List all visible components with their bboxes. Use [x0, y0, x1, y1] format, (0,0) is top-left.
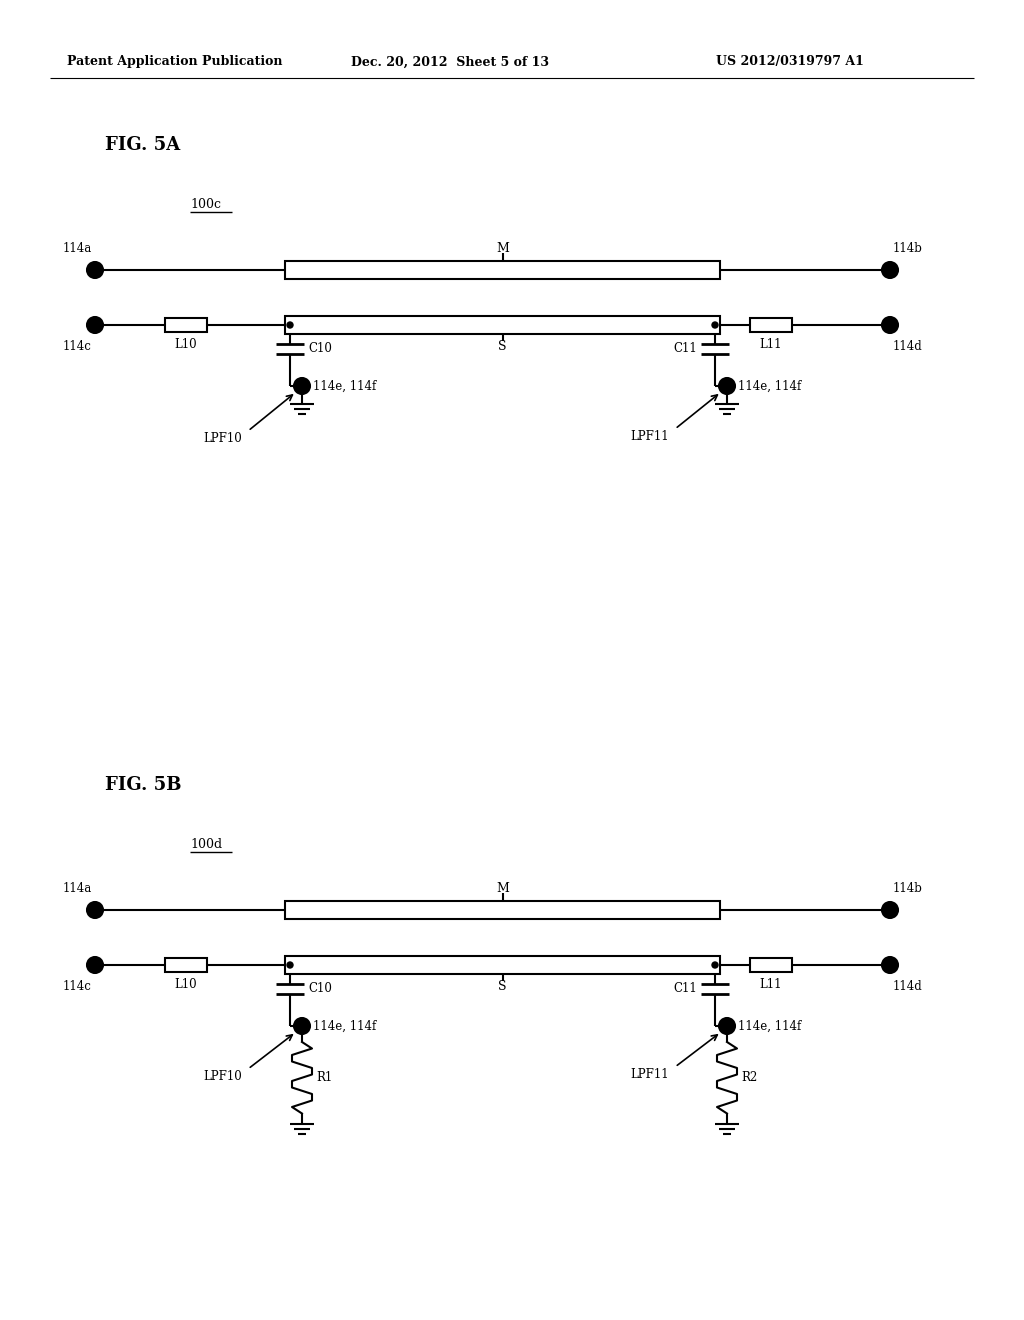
Text: 100c: 100c	[190, 198, 221, 211]
Text: C10: C10	[308, 342, 332, 355]
Bar	[285, 261, 720, 279]
Text: S: S	[499, 979, 507, 993]
Circle shape	[719, 378, 735, 393]
Text: S: S	[499, 339, 507, 352]
Text: LPF11: LPF11	[631, 1068, 669, 1081]
Text: R1: R1	[316, 1072, 332, 1084]
Text: R2: R2	[741, 1072, 758, 1084]
Text: 114b: 114b	[893, 882, 923, 895]
Text: 114e, 114f: 114e, 114f	[738, 1019, 801, 1032]
Circle shape	[882, 902, 898, 917]
Text: 114c: 114c	[63, 981, 92, 994]
Bar	[165, 318, 207, 333]
Text: LPF11: LPF11	[631, 429, 669, 442]
Circle shape	[287, 322, 293, 327]
Text: M: M	[496, 882, 509, 895]
Text: M: M	[496, 242, 509, 255]
Text: FIG. 5A: FIG. 5A	[105, 136, 180, 154]
Circle shape	[287, 962, 293, 968]
Bar	[285, 315, 720, 334]
Circle shape	[294, 378, 310, 393]
Text: Patent Application Publication: Patent Application Publication	[68, 55, 283, 69]
Circle shape	[87, 957, 103, 973]
Circle shape	[87, 261, 103, 279]
Circle shape	[712, 322, 718, 327]
Circle shape	[882, 957, 898, 973]
Bar	[750, 958, 792, 972]
Circle shape	[712, 962, 718, 968]
Text: 114a: 114a	[62, 882, 92, 895]
Text: 114a: 114a	[62, 242, 92, 255]
Circle shape	[87, 902, 103, 917]
Circle shape	[882, 317, 898, 333]
Text: 114d: 114d	[893, 341, 923, 354]
Text: L11: L11	[760, 338, 782, 351]
Text: C11: C11	[673, 982, 697, 995]
Text: LPF10: LPF10	[203, 1069, 242, 1082]
Text: FIG. 5B: FIG. 5B	[105, 776, 181, 795]
Bar	[285, 902, 720, 919]
Text: 100d: 100d	[190, 838, 222, 851]
Text: L10: L10	[175, 338, 198, 351]
Circle shape	[719, 1018, 735, 1034]
Text: 114e, 114f: 114e, 114f	[738, 380, 801, 392]
Bar	[750, 318, 792, 333]
Text: L11: L11	[760, 978, 782, 991]
Text: 114e, 114f: 114e, 114f	[313, 1019, 376, 1032]
Text: Dec. 20, 2012  Sheet 5 of 13: Dec. 20, 2012 Sheet 5 of 13	[351, 55, 549, 69]
Text: 114e, 114f: 114e, 114f	[313, 380, 376, 392]
Bar	[285, 956, 720, 974]
Text: 114c: 114c	[63, 341, 92, 354]
Text: 114d: 114d	[893, 981, 923, 994]
Text: LPF10: LPF10	[203, 432, 242, 445]
Text: C10: C10	[308, 982, 332, 995]
Text: US 2012/0319797 A1: US 2012/0319797 A1	[716, 55, 864, 69]
Circle shape	[882, 261, 898, 279]
Text: 114b: 114b	[893, 242, 923, 255]
Text: L10: L10	[175, 978, 198, 991]
Circle shape	[294, 1018, 310, 1034]
Circle shape	[87, 317, 103, 333]
Text: C11: C11	[673, 342, 697, 355]
Bar	[165, 958, 207, 972]
